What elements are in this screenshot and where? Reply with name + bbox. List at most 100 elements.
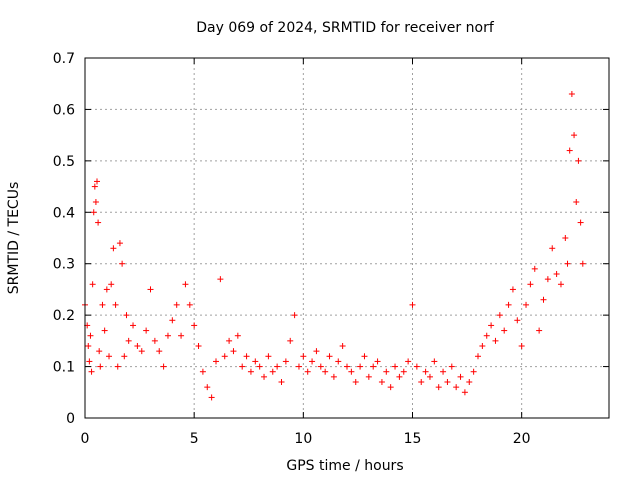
data-point — [431, 358, 437, 364]
data-point — [414, 364, 420, 370]
data-point — [458, 374, 464, 380]
data-point — [287, 338, 293, 344]
data-point — [143, 328, 149, 334]
data-point — [558, 281, 564, 287]
data-point — [475, 353, 481, 359]
data-point — [92, 184, 98, 190]
data-point — [331, 374, 337, 380]
data-point — [405, 358, 411, 364]
data-point — [580, 261, 586, 267]
chart-title: Day 069 of 2024, SRMTID for receiver nor… — [196, 20, 495, 36]
data-point — [217, 276, 223, 282]
data-point — [462, 389, 468, 395]
data-point — [106, 353, 112, 359]
data-point — [174, 302, 180, 308]
data-point — [392, 364, 398, 370]
data-point — [93, 199, 99, 205]
data-point — [401, 369, 407, 375]
chart-svg: Day 069 of 2024, SRMTID for receiver nor… — [0, 0, 640, 480]
data-point — [270, 369, 276, 375]
data-point — [169, 317, 175, 323]
data-point — [90, 281, 96, 287]
data-point — [104, 286, 110, 292]
data-point — [573, 199, 579, 205]
data-point — [235, 333, 241, 339]
y-tick-label: 0.7 — [53, 51, 75, 67]
data-point — [134, 343, 140, 349]
data-point — [117, 240, 123, 246]
data-point — [453, 384, 459, 390]
data-point — [279, 379, 285, 385]
data-point — [423, 369, 429, 375]
data-point — [283, 358, 289, 364]
data-point — [226, 338, 232, 344]
data-point — [541, 297, 547, 303]
y-tick-label: 0.5 — [53, 154, 75, 170]
data-point — [300, 353, 306, 359]
data-point — [292, 312, 298, 318]
data-point — [569, 91, 575, 97]
data-point — [296, 364, 302, 370]
data-point — [200, 369, 206, 375]
data-point — [510, 286, 516, 292]
y-tick-label: 0.2 — [53, 308, 75, 324]
data-point — [209, 394, 215, 400]
data-point — [578, 220, 584, 226]
y-tick-label: 0.6 — [53, 102, 75, 118]
x-axis-ticks: 0 5 10 15 20 — [81, 58, 531, 447]
data-point — [444, 379, 450, 385]
data-point — [148, 286, 154, 292]
data-point — [239, 364, 245, 370]
data-point — [545, 276, 551, 282]
data-point — [501, 328, 507, 334]
data-point — [466, 379, 472, 385]
data-point — [344, 364, 350, 370]
data-point — [91, 209, 97, 215]
data-point — [96, 348, 102, 354]
data-point — [85, 343, 91, 349]
data-point — [519, 343, 525, 349]
data-point — [479, 343, 485, 349]
data-point — [427, 374, 433, 380]
data-point — [506, 302, 512, 308]
y-axis-ticks: 0 0.1 0.2 0.3 0.4 0.5 0.6 0.7 — [53, 51, 609, 427]
data-point — [440, 369, 446, 375]
data-point — [471, 369, 477, 375]
data-point — [410, 302, 416, 308]
data-point — [156, 348, 162, 354]
data-point — [532, 266, 538, 272]
data-point — [89, 369, 95, 375]
data-point — [230, 348, 236, 354]
data-point — [348, 369, 354, 375]
data-point — [121, 353, 127, 359]
data-point — [252, 358, 258, 364]
data-point — [497, 312, 503, 318]
data-points — [82, 91, 586, 400]
data-point — [383, 369, 389, 375]
data-point — [152, 338, 158, 344]
data-point — [265, 353, 271, 359]
data-point — [322, 369, 328, 375]
data-point — [370, 364, 376, 370]
data-point — [86, 358, 92, 364]
y-tick-label: 0.4 — [53, 205, 75, 221]
data-point — [418, 379, 424, 385]
data-point — [244, 353, 250, 359]
data-point — [436, 384, 442, 390]
data-point — [123, 312, 129, 318]
data-point — [309, 358, 315, 364]
data-point — [248, 369, 254, 375]
data-point — [353, 379, 359, 385]
data-point — [396, 374, 402, 380]
data-point — [99, 302, 105, 308]
data-point — [484, 333, 490, 339]
data-point — [565, 261, 571, 267]
data-point — [126, 338, 132, 344]
data-point — [119, 261, 125, 267]
x-tick-label: 15 — [404, 431, 422, 447]
x-tick-label: 20 — [513, 431, 531, 447]
data-point — [318, 364, 324, 370]
x-tick-label: 10 — [294, 431, 312, 447]
data-point — [191, 322, 197, 328]
data-point — [527, 281, 533, 287]
